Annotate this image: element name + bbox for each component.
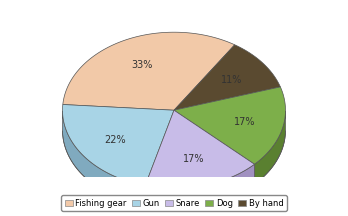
Text: 33%: 33%: [131, 60, 152, 70]
Polygon shape: [63, 111, 145, 206]
Polygon shape: [145, 110, 254, 188]
Polygon shape: [254, 111, 285, 184]
Text: 17%: 17%: [234, 117, 255, 127]
Text: 17%: 17%: [183, 154, 204, 164]
Legend: Fishing gear, Gun, Snare, Dog, By hand: Fishing gear, Gun, Snare, Dog, By hand: [61, 195, 287, 211]
Polygon shape: [63, 105, 174, 186]
Polygon shape: [174, 45, 280, 110]
Text: 11%: 11%: [221, 75, 243, 84]
Text: 22%: 22%: [104, 135, 126, 145]
Polygon shape: [145, 164, 254, 208]
Polygon shape: [63, 32, 235, 110]
Polygon shape: [174, 87, 285, 164]
